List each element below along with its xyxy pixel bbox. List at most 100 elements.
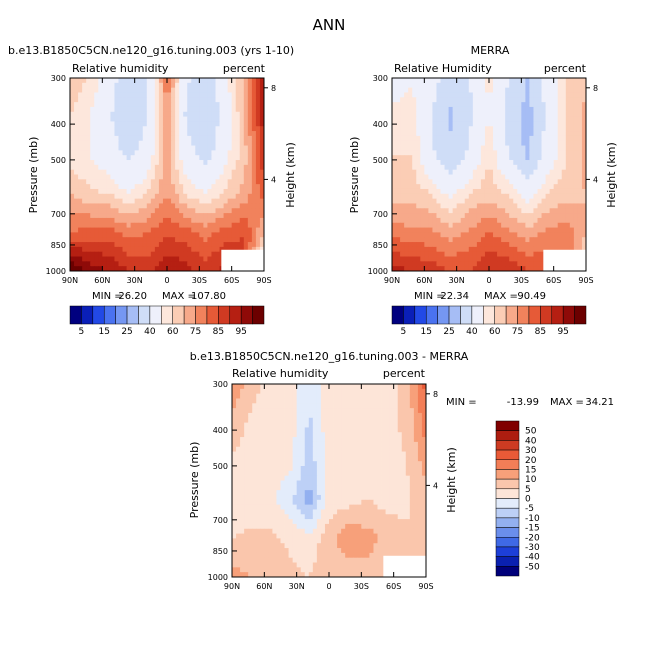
field-cell — [452, 92, 458, 98]
field-cell — [420, 242, 425, 248]
field-cell — [203, 92, 208, 98]
field-cell — [154, 227, 160, 233]
field-cell — [396, 97, 401, 103]
field-cell — [456, 256, 462, 262]
field-cell — [150, 261, 156, 267]
field-cell — [460, 188, 466, 195]
field-cell — [513, 237, 518, 243]
field-cell — [227, 78, 233, 84]
field-cell — [432, 164, 437, 171]
field-cell — [86, 193, 91, 200]
field-cell — [468, 140, 474, 146]
field-cell — [412, 126, 417, 132]
field-cell — [557, 208, 563, 214]
field-cell — [513, 111, 518, 118]
field-cell — [320, 408, 326, 414]
field-cell — [162, 111, 168, 118]
field-cell — [581, 193, 587, 200]
field-cell — [396, 160, 401, 166]
field-cell — [106, 184, 111, 190]
field-cell — [86, 92, 91, 98]
field-cell — [541, 184, 546, 190]
field-cell — [167, 179, 172, 185]
field-cell — [74, 174, 79, 180]
field-cell — [537, 121, 542, 127]
field-cell — [288, 384, 294, 390]
field-cell — [252, 456, 257, 462]
field-cell — [460, 150, 466, 156]
field-cell — [150, 145, 156, 151]
field-cell — [521, 232, 526, 238]
field-cell — [553, 126, 559, 132]
field-cell — [396, 121, 401, 127]
field-cell — [86, 140, 91, 146]
field-cell — [300, 417, 306, 423]
field-cell — [413, 466, 419, 472]
field-cell — [424, 82, 429, 89]
field-cell — [244, 417, 249, 423]
field-cell — [203, 256, 208, 262]
field-cell — [545, 217, 551, 224]
field-cell — [98, 188, 103, 195]
field-cell — [337, 475, 342, 481]
field-cell — [280, 384, 285, 390]
field-cell — [199, 116, 204, 122]
field-cell — [353, 446, 358, 452]
field-cell — [260, 475, 265, 481]
field-cell — [284, 398, 289, 404]
field-cell — [78, 82, 83, 89]
field-cell — [235, 217, 241, 224]
field-cell — [541, 188, 546, 195]
field-cell — [377, 417, 382, 423]
field-cell — [244, 393, 249, 399]
field-cell — [521, 82, 526, 89]
field-cell — [259, 78, 265, 84]
field-cell — [207, 242, 212, 248]
field-cell — [501, 155, 506, 161]
field-cell — [357, 403, 362, 409]
field-cell — [259, 169, 265, 175]
field-cell — [357, 408, 362, 414]
field-cell — [98, 184, 103, 190]
field-cell — [256, 403, 261, 409]
field-cell — [130, 193, 136, 200]
field-cell — [171, 169, 176, 175]
field-cell — [256, 461, 261, 467]
field-cell — [118, 213, 123, 219]
field-cell — [541, 227, 546, 233]
field-cell — [417, 403, 423, 409]
field-cell — [183, 102, 188, 108]
field-cell — [569, 140, 575, 146]
field-cell — [349, 432, 354, 438]
field-cell — [501, 222, 506, 228]
field-cell — [408, 92, 413, 98]
field-cell — [553, 106, 559, 113]
field-cell — [114, 208, 119, 214]
field-cell — [247, 203, 253, 209]
field-cell — [489, 155, 494, 161]
field-cell — [195, 246, 200, 253]
field-cell — [211, 78, 216, 84]
field-cell — [472, 222, 478, 228]
field-cell — [94, 164, 99, 171]
field-cell — [428, 111, 433, 118]
field-cell — [573, 140, 579, 146]
field-cell — [288, 393, 294, 399]
field-cell — [476, 208, 482, 214]
colorbar-label: 25 — [121, 327, 132, 337]
field-cell — [408, 106, 413, 113]
field-cell — [223, 92, 229, 98]
field-cell — [236, 470, 241, 477]
field-cell — [505, 261, 510, 267]
field-cell — [497, 232, 502, 238]
field-cell — [259, 131, 265, 137]
field-cell — [236, 403, 241, 409]
field-cell — [392, 208, 397, 214]
field-cell — [513, 222, 518, 228]
field-cell — [146, 145, 152, 151]
field-cell — [292, 403, 298, 409]
field-cell — [577, 160, 583, 166]
y-tick-label: 500 — [373, 156, 388, 165]
field-cell — [264, 384, 269, 390]
field-cell — [138, 188, 144, 195]
